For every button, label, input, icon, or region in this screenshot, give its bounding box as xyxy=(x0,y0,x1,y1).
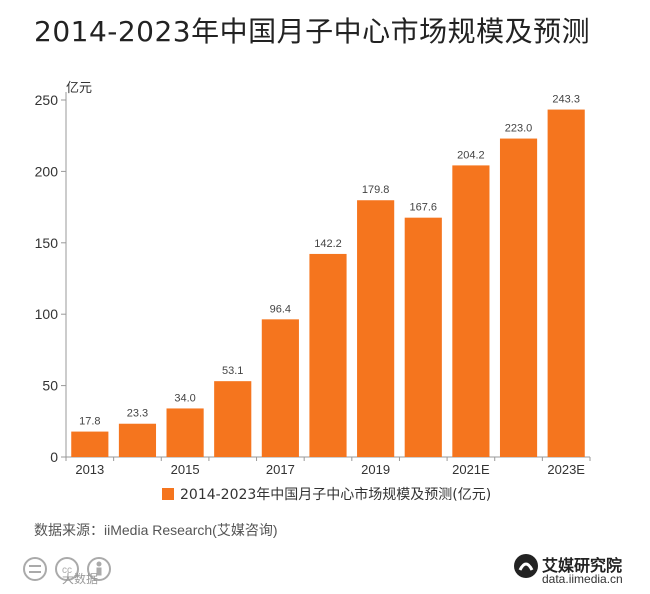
y-tick-label: 250 xyxy=(35,92,59,108)
bar-2016 xyxy=(214,381,252,457)
bar-2015 xyxy=(166,408,204,457)
y-tick-label: 100 xyxy=(35,306,59,322)
data-source: 数据来源：iiMedia Research(艾媒咨询) xyxy=(34,522,278,538)
value-label-2022E: 223.0 xyxy=(505,123,533,135)
bar-2020 xyxy=(404,217,442,457)
value-label-2017: 96.4 xyxy=(270,303,291,315)
value-label-2014: 23.3 xyxy=(127,408,148,420)
value-label-2018: 142.2 xyxy=(314,238,342,250)
x-tick-label-2023E: 2023E xyxy=(547,462,585,477)
license-icons: cc xyxy=(10,554,120,589)
brand-url: data.iimedia.cn xyxy=(542,572,623,586)
value-label-2016: 53.1 xyxy=(222,365,243,377)
bar-2023E xyxy=(547,109,585,457)
bar-chart: 亿元 0 50 100 150 200 250 17.8 2013 23.3 34.0 2015 53.… xyxy=(35,80,591,503)
value-label-2023E: 243.3 xyxy=(552,94,580,106)
brand-mark-icon xyxy=(514,554,538,578)
bar-2014 xyxy=(118,423,157,457)
x-tick-label-2019: 2019 xyxy=(361,462,390,477)
value-label-2015: 34.0 xyxy=(174,392,195,404)
y-tick-label: 200 xyxy=(35,163,59,179)
bar-2019 xyxy=(357,200,395,457)
watermark-text: 大数据 xyxy=(62,572,99,586)
x-tick-label-2013: 2013 xyxy=(75,462,104,477)
value-label-2013: 17.8 xyxy=(79,416,100,428)
bar-2021E xyxy=(452,165,490,457)
y-tick-label: 150 xyxy=(35,235,59,251)
legend-label: 2014-2023年中国月子中心市场规模及预测(亿元) xyxy=(180,486,491,503)
chart-title: 2014-2023年中国月子中心市场规模及预测 xyxy=(34,15,591,48)
brand-logo: 艾媒研究院 data.iimedia.cn xyxy=(512,552,623,586)
x-tick-label-2017: 2017 xyxy=(266,462,295,477)
y-tick-label: 0 xyxy=(50,449,58,465)
bar-2022E xyxy=(499,138,538,457)
y-tick-label: 50 xyxy=(42,378,58,394)
legend-swatch xyxy=(162,488,174,500)
value-label-2021E: 204.2 xyxy=(457,149,485,161)
value-label-2020: 167.6 xyxy=(410,202,438,214)
value-label-2019: 179.8 xyxy=(362,184,390,196)
equals-icon xyxy=(23,557,47,581)
bar-2018 xyxy=(309,253,347,457)
y-axis-unit-label: 亿元 xyxy=(66,80,92,95)
bar-2017 xyxy=(261,319,299,457)
svg-text:cc: cc xyxy=(62,565,72,576)
attribution-person-icon xyxy=(87,557,111,581)
cc-icon: cc xyxy=(55,557,79,581)
x-tick-label-2015: 2015 xyxy=(171,462,200,477)
bar-2013 xyxy=(71,431,109,457)
brand-name: 艾媒研究院 xyxy=(542,558,623,575)
x-tick-label-2021E: 2021E xyxy=(452,462,490,477)
